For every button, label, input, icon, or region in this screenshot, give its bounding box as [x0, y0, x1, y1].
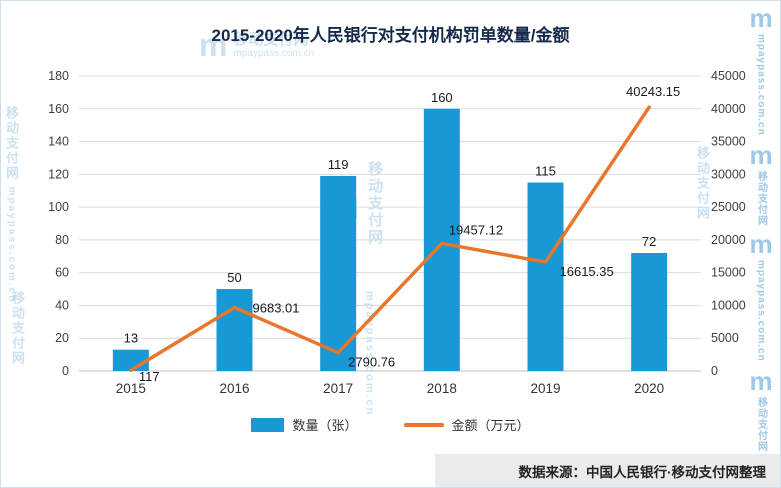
line-series-swatch-icon — [403, 422, 444, 427]
chart-title: 2015-2020年人民银行对支付机构罚单数量/金额 — [211, 26, 570, 45]
svg-text:45000: 45000 — [711, 69, 746, 83]
svg-text:2016: 2016 — [219, 381, 249, 396]
svg-text:80: 80 — [55, 233, 69, 247]
legend-label-bar-series: 数量（张） — [292, 418, 358, 433]
svg-text:2015: 2015 — [116, 381, 146, 396]
svg-text:2018: 2018 — [427, 381, 457, 396]
svg-text:160: 160 — [431, 90, 453, 105]
svg-text:100: 100 — [48, 200, 69, 214]
svg-text:2017: 2017 — [323, 381, 353, 396]
svg-text:72: 72 — [642, 234, 656, 249]
source-strip: 数据来源：中国人民银行·移动支付网整理 — [435, 454, 780, 487]
svg-text:2790.76: 2790.76 — [348, 355, 395, 370]
svg-text:0: 0 — [62, 364, 69, 378]
svg-text:115: 115 — [535, 164, 556, 179]
legend-item-line-series: 金额（万元） — [403, 415, 530, 434]
svg-text:40243.15: 40243.15 — [626, 84, 680, 99]
svg-text:16615.35: 16615.35 — [560, 264, 614, 279]
svg-text:20: 20 — [55, 331, 69, 345]
svg-text:9683.01: 9683.01 — [253, 301, 300, 316]
svg-text:2019: 2019 — [530, 381, 560, 396]
svg-text:10000: 10000 — [711, 298, 746, 312]
legend-item-bar-series: 数量（张） — [251, 415, 358, 434]
svg-text:119: 119 — [328, 157, 349, 172]
chart-legend: 数量（张） 金额（万元） — [1, 415, 780, 434]
svg-text:19457.12: 19457.12 — [449, 222, 503, 237]
svg-text:160: 160 — [48, 102, 69, 116]
svg-text:0: 0 — [711, 364, 718, 378]
svg-text:25000: 25000 — [711, 200, 746, 214]
svg-text:5000: 5000 — [711, 331, 739, 345]
svg-text:2020: 2020 — [634, 381, 664, 396]
svg-text:40000: 40000 — [711, 102, 746, 116]
svg-text:60: 60 — [55, 266, 69, 280]
svg-text:20000: 20000 — [711, 233, 746, 247]
svg-text:13: 13 — [124, 331, 138, 346]
svg-text:140: 140 — [48, 135, 69, 149]
bar-series-swatch-icon — [251, 417, 285, 432]
legend-label-line-series: 金额（万元） — [451, 418, 530, 433]
svg-text:180: 180 — [48, 69, 69, 83]
svg-text:15000: 15000 — [711, 266, 746, 280]
svg-text:120: 120 — [48, 167, 69, 181]
data-source-text: 数据来源：中国人民银行·移动支付网整理 — [518, 464, 767, 480]
svg-text:35000: 35000 — [711, 135, 746, 149]
svg-text:30000: 30000 — [711, 167, 746, 181]
svg-text:117: 117 — [139, 369, 160, 384]
svg-text:40: 40 — [55, 298, 69, 312]
svg-text:50: 50 — [227, 270, 241, 285]
